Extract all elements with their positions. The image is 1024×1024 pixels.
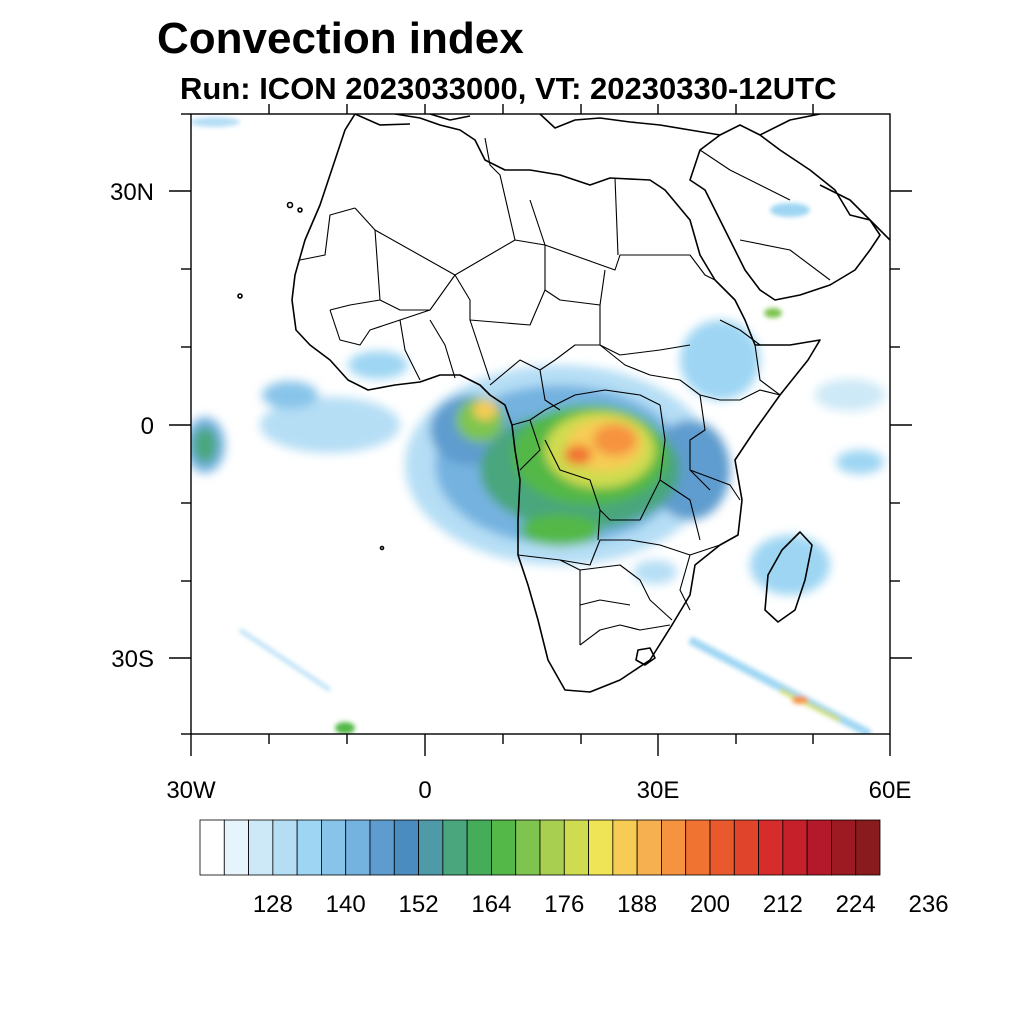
colorbar-bin (321, 819, 347, 876)
colorbar-bin (661, 819, 687, 876)
colorbar-bin (588, 819, 614, 876)
colorbar-bin (709, 819, 735, 876)
colorbar-tick-label: 188 (617, 891, 657, 918)
colorbar-tick-label: 152 (399, 891, 439, 918)
colorbar-bin (636, 819, 662, 876)
colorbar-tick-label: 236 (909, 891, 949, 918)
y-tick-label: 30N (110, 179, 154, 206)
y-tick-label: 0 (141, 413, 154, 440)
x-tick-label: 0 (418, 777, 431, 804)
x-tick-label: 60E (869, 777, 912, 804)
colorbar-tick-label: 224 (836, 891, 876, 918)
colorbar-bin (539, 819, 565, 876)
colorbar-tick-label: 176 (544, 891, 584, 918)
colorbar-tick-label: 164 (471, 891, 511, 918)
field-west-africa-coast (348, 351, 408, 379)
colorbar-bin (418, 819, 444, 876)
colorbar-bin (223, 819, 249, 876)
colorbar (199, 819, 881, 876)
axis-labels: 30W 0 30E 60E 30N 0 30S (110, 179, 911, 804)
colorbar-bin (345, 819, 371, 876)
axis-ticks (169, 104, 912, 756)
map-frame (190, 113, 891, 735)
colorbar-bin (758, 819, 784, 876)
field-indian-ocean (815, 379, 885, 411)
chart-subtitle: Run: ICON 2023033000, VT: 20230330-12UTC (180, 71, 837, 106)
field-ethiopia (680, 320, 760, 400)
colorbar-bin (685, 819, 711, 876)
coastlines (237, 114, 890, 693)
africa-coastline (291, 114, 821, 693)
colorbar-bin (563, 819, 589, 876)
colorbar-bin (491, 819, 517, 876)
colorbar-tick-label: 128 (253, 891, 293, 918)
colorbar-tick-label: 200 (690, 891, 730, 918)
convection-field (191, 117, 885, 734)
colorbar-bin (393, 819, 419, 876)
colorbar-bin (831, 819, 857, 876)
chart-title: Convection index (157, 14, 524, 63)
x-tick-label: 30E (637, 777, 680, 804)
y-tick-label: 30S (111, 646, 154, 673)
colorbar-labels: 128 140 152 164 176 188 200 212 224 236 (253, 891, 949, 918)
field-southern-indian-streak (688, 636, 872, 734)
colorbar-bin (248, 819, 274, 876)
colorbar-bin (296, 819, 322, 876)
field-zimbabwe (633, 560, 677, 584)
country-borders (299, 137, 831, 646)
colorbar-bin (515, 819, 541, 876)
colorbar-bin (442, 819, 468, 876)
madagascar (764, 531, 813, 623)
colorbar-tick-label: 140 (326, 891, 366, 918)
field-madagascar (750, 535, 830, 595)
colorbar-bin (782, 819, 808, 876)
colorbar-bin (612, 819, 638, 876)
colorbar-bin (806, 819, 832, 876)
europe-coast (354, 114, 411, 126)
colorbar-bin (199, 819, 225, 876)
colorbar-tick-label: 212 (763, 891, 803, 918)
field-atlantic-itcz (260, 397, 400, 453)
x-tick-label: 30W (166, 777, 216, 804)
field-indian-ocean-cell (836, 450, 884, 474)
arabian-peninsula (689, 124, 881, 301)
colorbar-bin (855, 819, 881, 876)
field-south-atlantic-streak (238, 628, 332, 692)
colorbar-bin (466, 819, 492, 876)
colorbar-bin (272, 819, 298, 876)
colorbar-bin (369, 819, 395, 876)
colorbar-bin (733, 819, 759, 876)
field-atlantic-cell (262, 381, 318, 409)
